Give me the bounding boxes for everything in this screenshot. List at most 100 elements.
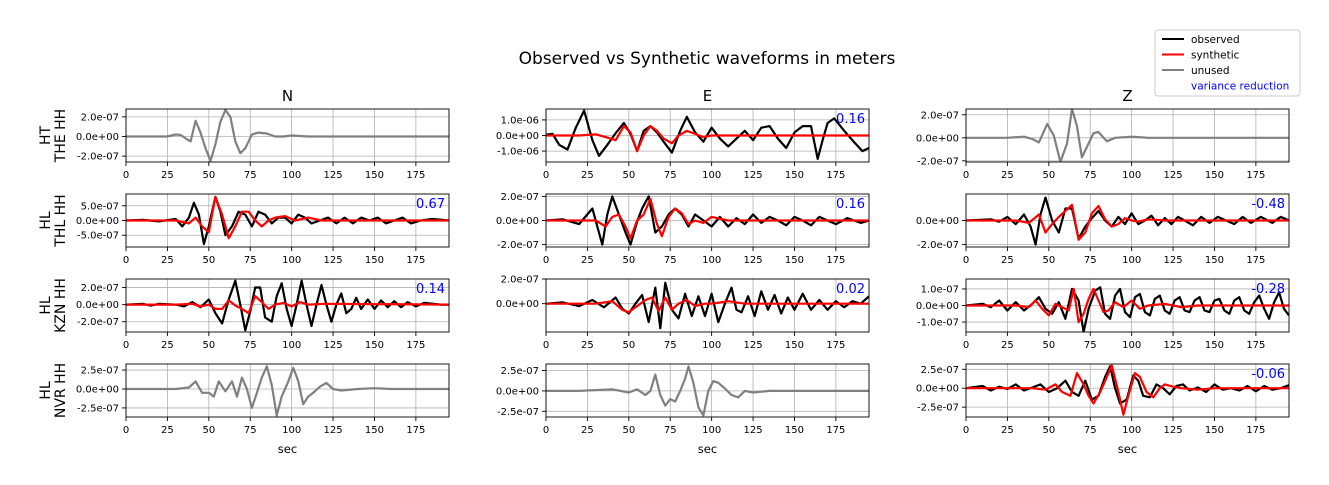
- row-label-1: HL THL HH: [38, 194, 69, 247]
- x-tick-label: 25: [581, 425, 594, 436]
- x-tick-label: 150: [365, 170, 384, 181]
- legend: observed synthetic unused variance reductio…: [1154, 29, 1301, 97]
- x-tick-label: 125: [324, 340, 343, 351]
- y-tick-label: 2.5e-07: [81, 366, 119, 377]
- panel-THL-HH-E: 0 25 50 75 100 125 150 175 2.0e-07 0.0e+00 -2.0e-0…: [496, 192, 870, 266]
- x-tick-label: 75: [244, 425, 257, 436]
- y-tick-label: 2.0e-07: [921, 110, 959, 121]
- y-tick-label: -2.5e-07: [77, 403, 119, 414]
- row-label-0: HT THE HH: [38, 109, 69, 163]
- x-axis-label: sec: [698, 442, 717, 456]
- x-tick-label: 25: [581, 255, 594, 266]
- x-tick-label: 125: [324, 425, 343, 436]
- x-tick-label: 0: [543, 425, 549, 436]
- x-tick-label: 25: [1001, 170, 1014, 181]
- x-tick-label: 175: [826, 170, 845, 181]
- x-tick-label: 175: [406, 340, 425, 351]
- observed-trace: [546, 109, 869, 160]
- y-tick-label: 2.5e-07: [501, 366, 539, 377]
- y-tick-label: 0.0e+00: [916, 216, 959, 227]
- x-tick-label: 100: [702, 425, 721, 436]
- y-tick-label: -1.0e-06: [497, 147, 539, 158]
- x-tick-label: 50: [622, 425, 635, 436]
- x-tick-label: 125: [1164, 425, 1183, 436]
- y-tick-label: 0.0e+00: [76, 384, 119, 395]
- unused-trace: [126, 109, 449, 162]
- x-tick-label: 75: [1084, 255, 1097, 266]
- synthetic-trace: [966, 364, 1289, 416]
- x-tick-label: 125: [324, 170, 343, 181]
- x-tick-label: 125: [744, 255, 763, 266]
- x-tick-label: 25: [161, 425, 174, 436]
- y-tick-label: -2.5e-07: [497, 407, 539, 418]
- x-tick-label: 50: [622, 170, 635, 181]
- x-tick-label: 175: [1246, 170, 1265, 181]
- x-tick-label: 25: [161, 255, 174, 266]
- y-tick-label: 0.0e+00: [76, 216, 119, 227]
- panel-frame: [125, 108, 450, 163]
- x-tick-label: 100: [282, 425, 301, 436]
- synthetic-trace: [966, 287, 1289, 324]
- panel-frame: [125, 363, 450, 418]
- row-label-line: THL HH: [53, 194, 69, 247]
- x-tick-label: 75: [1084, 425, 1097, 436]
- x-tick-label: 75: [664, 170, 677, 181]
- x-tick-label: 150: [1205, 170, 1224, 181]
- x-tick-label: 175: [826, 340, 845, 351]
- x-tick-label: 0: [963, 340, 969, 351]
- x-tick-label: 150: [365, 425, 384, 436]
- x-tick-label: 50: [202, 425, 215, 436]
- x-tick-label: 0: [123, 255, 129, 266]
- y-tick-label: 2.0e-07: [501, 275, 539, 286]
- x-tick-label: 0: [543, 340, 549, 351]
- x-tick-label: 25: [1001, 255, 1014, 266]
- x-tick-label: 125: [324, 255, 343, 266]
- x-tick-label: 100: [1122, 255, 1141, 266]
- synthetic-trace: [966, 203, 1289, 241]
- y-tick-label: 2.5e-07: [921, 365, 959, 376]
- panel-NVR-HH-Z: 0 25 50 75 100 125 150 175 2.5e-07 0.0e+00 -2.5e-0…: [916, 363, 1290, 456]
- x-tick-label: 25: [581, 340, 594, 351]
- x-tick-label: 175: [1246, 255, 1265, 266]
- x-tick-label: 150: [365, 255, 384, 266]
- panel-THL-HH-Z: 0 25 50 75 100 125 150 175 0.0e+00 -2.0e-07 -0.48: [916, 193, 1290, 266]
- panel-THE-HH-Z: 0 25 50 75 100 125 150 175 2.0e-07 0.0e+00 -2.0e-0…: [916, 108, 1290, 181]
- x-tick-label: 50: [1042, 170, 1055, 181]
- variance-reduction-label: 0.14: [416, 282, 445, 297]
- observed-trace: [546, 281, 869, 330]
- x-tick-label: 0: [963, 170, 969, 181]
- y-tick-label: 5.0e-07: [81, 201, 119, 212]
- figure-title: Observed vs Synthetic waveforms in meter…: [519, 49, 896, 69]
- unused-trace: [966, 109, 1289, 162]
- column-title-Z: Z: [1122, 87, 1132, 105]
- y-tick-label: 0.0e+00: [496, 299, 539, 310]
- x-tick-label: 50: [622, 255, 635, 266]
- x-tick-label: 175: [406, 425, 425, 436]
- x-tick-label: 75: [244, 170, 257, 181]
- x-tick-label: 150: [1205, 425, 1224, 436]
- x-tick-label: 75: [1084, 170, 1097, 181]
- x-tick-label: 0: [963, 425, 969, 436]
- x-tick-label: 50: [1042, 425, 1055, 436]
- row-label-2: HL KZN HH: [38, 278, 69, 333]
- x-tick-label: 175: [406, 255, 425, 266]
- x-tick-label: 0: [123, 170, 129, 181]
- panel-frame: [965, 108, 1290, 163]
- panel-KZN-HH-Z: 0 25 50 75 100 125 150 175 1.0e-07 0.0e+00 -1.0e-0…: [916, 278, 1290, 351]
- y-tick-label: 1.0e-06: [501, 115, 539, 126]
- x-tick-label: 75: [1084, 340, 1097, 351]
- x-tick-label: 100: [282, 340, 301, 351]
- column-title-E: E: [703, 87, 712, 105]
- unused-trace: [126, 365, 449, 417]
- synthetic-trace: [126, 295, 449, 315]
- y-tick-label: -2.0e-07: [77, 317, 119, 328]
- y-tick-label: 0.0e+00: [496, 216, 539, 227]
- y-tick-label: -2.0e-07: [497, 240, 539, 251]
- x-tick-label: 25: [581, 170, 594, 181]
- x-tick-label: 175: [826, 255, 845, 266]
- synthetic-trace: [546, 125, 869, 153]
- x-tick-label: 75: [664, 340, 677, 351]
- x-axis-label: sec: [1118, 442, 1137, 456]
- x-tick-label: 50: [202, 255, 215, 266]
